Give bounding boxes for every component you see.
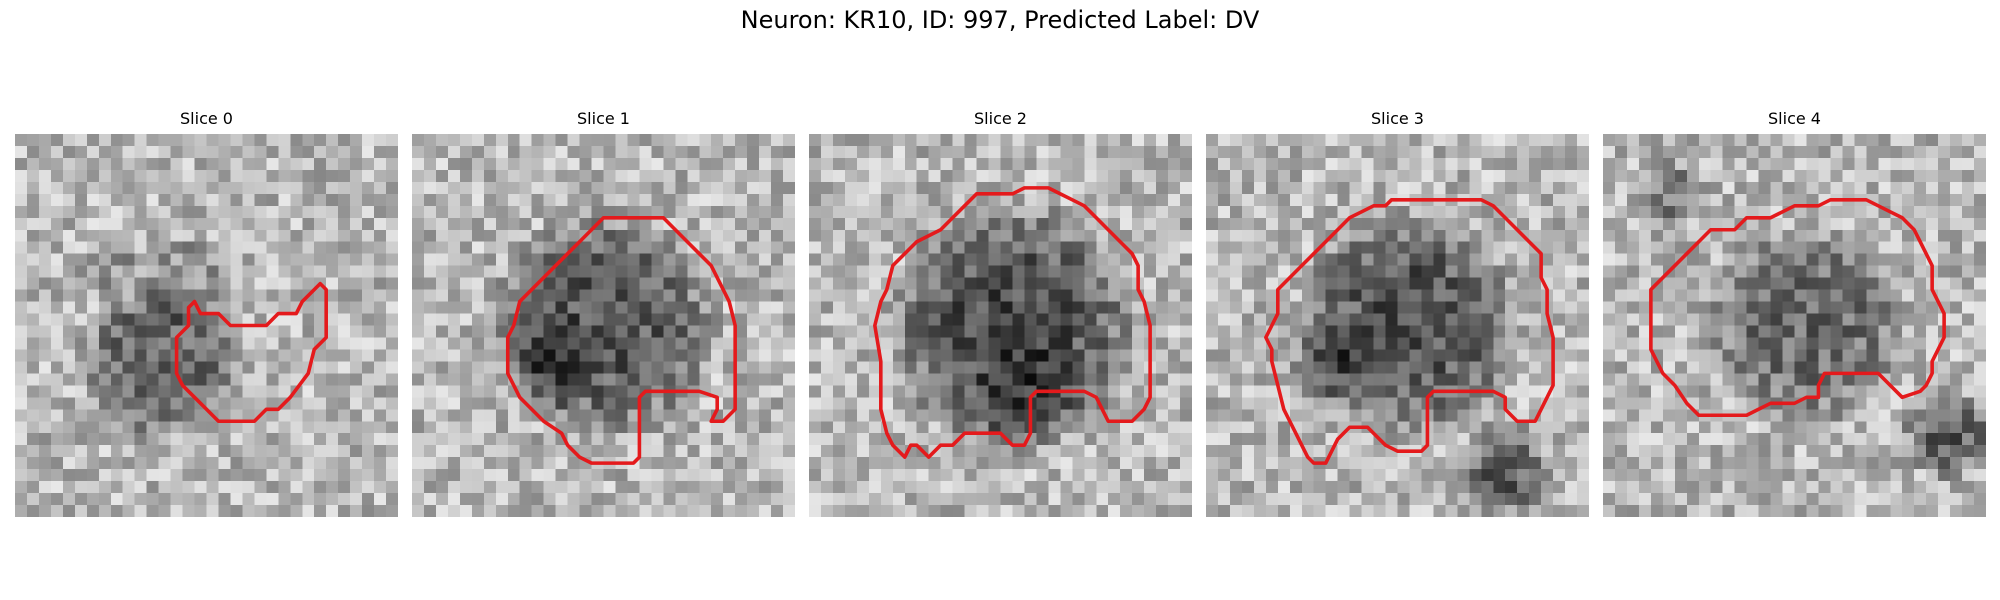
slice-panel-0: Slice 0 [15, 110, 398, 518]
roi-contour [1264, 198, 1555, 465]
pixel-grid [15, 134, 398, 517]
figure-title: Neuron: KR10, ID: 997, Predicted Label: … [740, 6, 1260, 34]
slice-title: Slice 3 [1371, 109, 1424, 128]
pixel-grid [1603, 134, 1986, 517]
slice-panel-3: Slice 3 [1206, 110, 1589, 518]
slice-image [1603, 134, 1986, 517]
slice-title: Slice 2 [974, 109, 1027, 128]
pixel-grid [1206, 134, 1589, 517]
slice-image [412, 134, 795, 517]
slice-title: Slice 1 [577, 109, 630, 128]
roi-contour [505, 215, 737, 465]
pixel-grid [809, 134, 1192, 517]
slice-image [15, 134, 398, 517]
slice-title: Slice 4 [1768, 109, 1821, 128]
roi-contour [873, 186, 1152, 459]
pixel-grid [412, 134, 795, 517]
slice-image [1206, 134, 1589, 517]
roi-contour [1649, 198, 1946, 418]
slice-image [809, 134, 1192, 517]
roi-contour [174, 281, 328, 424]
slice-panel-4: Slice 4 [1603, 110, 1986, 518]
slice-panel-1: Slice 1 [412, 110, 795, 518]
slice-title: Slice 0 [180, 109, 233, 128]
slice-panel-2: Slice 2 [809, 110, 1192, 518]
